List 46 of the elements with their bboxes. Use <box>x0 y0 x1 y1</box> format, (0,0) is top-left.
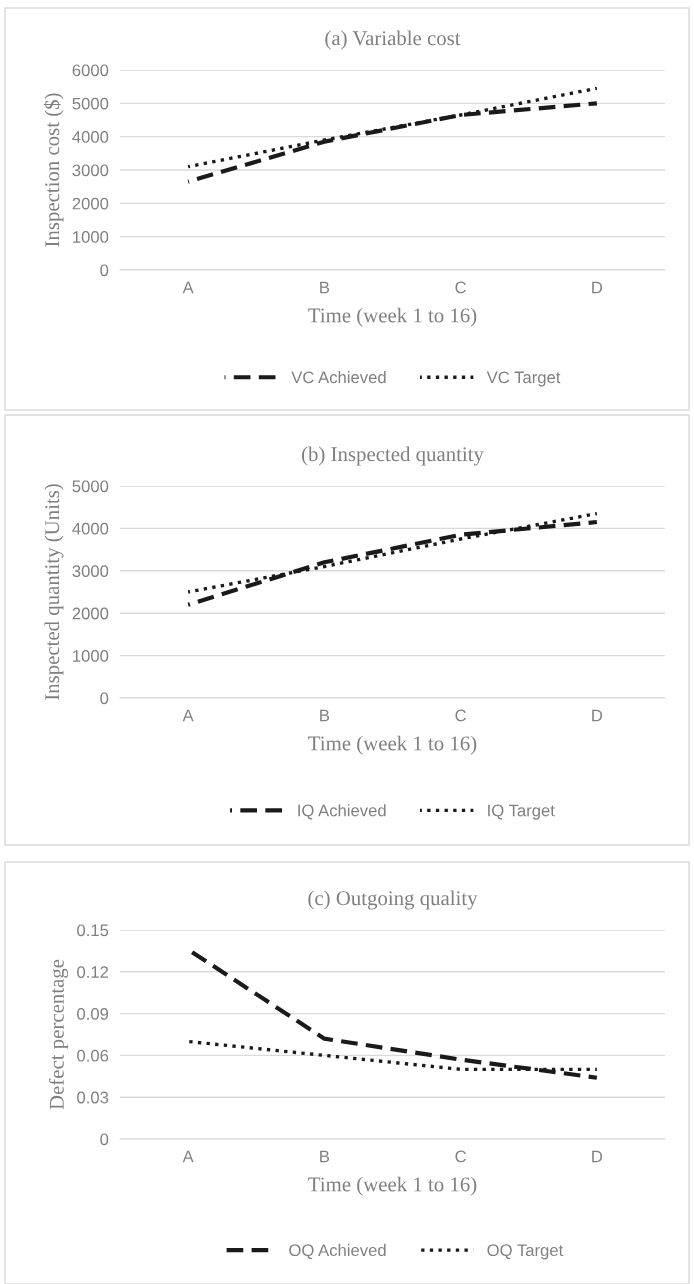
x-tick-label: B <box>320 1150 330 1163</box>
y-tick-label: 6000 <box>72 64 109 77</box>
y-axis-title: Inspected quantity (Units) <box>44 484 64 701</box>
chart-title: (c) Outgoing quality <box>308 890 478 910</box>
x-tick-label: D <box>592 709 603 722</box>
chart-title: (a) Variable cost <box>325 30 461 50</box>
x-axis-title: Time (week 1 to 16) <box>308 307 477 327</box>
y-axis-title: Inspection cost ($) <box>43 93 64 247</box>
y-tick-label: 2000 <box>72 197 109 210</box>
y-tick-label: 0 <box>100 1133 109 1146</box>
y-tick-label: 1000 <box>73 650 109 662</box>
y-tick-label: 0.12 <box>77 966 109 978</box>
y-tick-label: 2000 <box>72 607 109 620</box>
y-tick-label: 0.03 <box>77 1091 109 1104</box>
y-tick-label: 0.09 <box>77 1008 109 1020</box>
legend-label: IQ Achieved <box>298 804 386 820</box>
chart-title: (b) Inspected quantity <box>302 446 484 466</box>
x-tick-label: A <box>182 1150 194 1163</box>
y-tick-label: 5000 <box>72 480 109 493</box>
y-tick-label: 0 <box>100 692 109 705</box>
legend-label: OQ Achieved <box>289 1243 386 1260</box>
y-tick-label: 0.15 <box>77 924 109 937</box>
y-tick-label: 3000 <box>72 565 109 577</box>
legend-label: IQ Target <box>488 804 555 820</box>
x-tick-label: B <box>320 709 330 722</box>
x-axis-title: Time (week 1 to 16) <box>308 735 477 755</box>
x-tick-label: C <box>455 281 467 294</box>
y-axis-title: Defect percentage <box>48 959 69 1110</box>
y-tick-label: 0.06 <box>77 1049 109 1062</box>
legend-label: VC Target <box>486 371 561 387</box>
y-tick-label: 1000 <box>73 231 109 243</box>
legend-label: OQ Target <box>487 1244 564 1260</box>
y-tick-label: 4000 <box>72 522 109 535</box>
x-tick-label: D <box>592 1150 603 1163</box>
x-tick-label: C <box>455 1150 467 1163</box>
x-axis-title: Time (week 1 to 16) <box>308 1176 477 1196</box>
y-tick-label: 0 <box>100 264 109 277</box>
y-tick-label: 4000 <box>72 131 109 143</box>
x-tick-label: B <box>320 281 330 294</box>
y-tick-label: 3000 <box>72 164 109 177</box>
x-tick-label: C <box>455 709 467 722</box>
x-tick-label: A <box>182 709 194 722</box>
x-tick-label: A <box>182 281 194 294</box>
x-tick-label: D <box>592 281 603 294</box>
y-tick-label: 5000 <box>72 97 109 110</box>
legend-label: VC Achieved <box>291 371 386 384</box>
